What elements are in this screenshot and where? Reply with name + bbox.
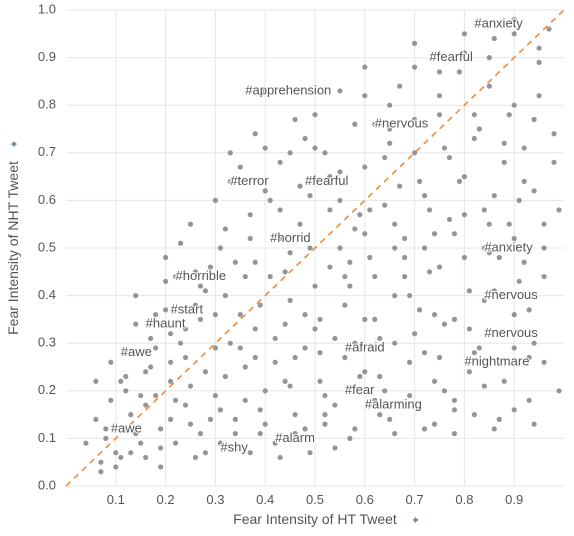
annotation-label: #afraid — [345, 339, 385, 354]
x-tick-label: 0.3 — [206, 492, 224, 507]
annotation-label: #shy — [220, 439, 248, 454]
annotation-label: #nervous — [484, 287, 538, 302]
annotation-label: #start — [171, 301, 204, 316]
annotation-label: #anxiety — [484, 239, 533, 254]
x-tick-label: 0.4 — [256, 492, 274, 507]
annotation-label: #apprehension — [245, 82, 331, 97]
y-tick-label: 0.0 — [38, 477, 56, 492]
annotation-label: #haunt — [146, 316, 186, 331]
x-axis-label: Fear Intensity of HT Tweet — [233, 511, 397, 527]
y-tick-label: 0.7 — [38, 144, 56, 159]
x-tick-label: 0.1 — [107, 492, 125, 507]
y-axis-label: Fear Intensity of NHT Tweet — [5, 161, 21, 335]
annotation-label: #alarm — [275, 430, 315, 445]
annotation-label: #fear — [345, 382, 375, 397]
x-tick-label: 0.2 — [157, 492, 175, 507]
x-tick-label: 0.5 — [306, 492, 324, 507]
annotation-label: #nightmare — [464, 354, 529, 369]
diamond-icon: ✦ — [9, 139, 21, 148]
annotation-label: #fearful — [305, 173, 348, 188]
y-tick-label: 0.9 — [38, 49, 56, 64]
y-tick-label: 0.8 — [38, 97, 56, 112]
scatter-chart: #awe #awe #haunt#start #horrible #shy #alarm #… — [0, 0, 574, 536]
annotation-label: #anxiety — [474, 16, 523, 31]
annotation-label: #nervous — [484, 325, 538, 340]
annotation-label: #horrible — [176, 268, 227, 283]
x-tick-label: 0.9 — [505, 492, 523, 507]
x-tick-label: 0.6 — [356, 492, 374, 507]
annotation-label: #awe — [121, 344, 152, 359]
annotation-label: #fearful — [430, 49, 473, 64]
diamond-icon: ✦ — [411, 515, 420, 527]
chart-svg: #awe #awe #haunt#start #horrible #shy #alarm #… — [0, 0, 574, 536]
y-tick-label: 1.0 — [38, 1, 56, 16]
y-tick-label: 0.3 — [38, 335, 56, 350]
x-tick-label: 0.7 — [406, 492, 424, 507]
y-tick-label: 0.1 — [38, 430, 56, 445]
annotation-label: #nervous — [375, 116, 429, 131]
annotation-label: #alarming — [365, 397, 422, 412]
annotation-label: #horrid — [270, 230, 310, 245]
y-tick-label: 0.4 — [38, 287, 56, 302]
y-tick-label: 0.2 — [38, 382, 56, 397]
y-tick-label: 0.5 — [38, 239, 56, 254]
y-tick-label: 0.6 — [38, 192, 56, 207]
annotation-label: #terror — [230, 173, 269, 188]
annotation-label: #awe — [111, 420, 142, 435]
x-tick-label: 0.8 — [455, 492, 473, 507]
